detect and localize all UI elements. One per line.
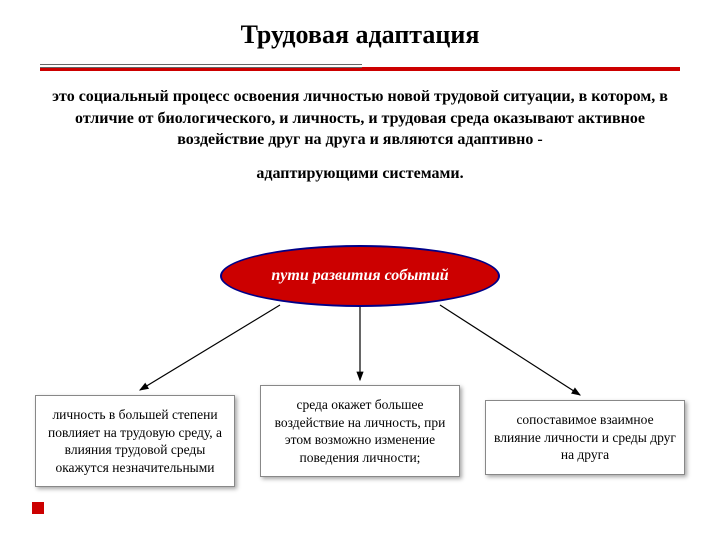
arrow-right xyxy=(440,305,580,395)
outcome-box-1: личность в большей степени повлияет на т… xyxy=(35,395,235,487)
ellipse-label: пути развития событий xyxy=(271,267,448,285)
arrow-left xyxy=(140,305,280,390)
page-title: Трудовая адаптация xyxy=(0,0,720,50)
description-text-2: адаптирующими системами. xyxy=(40,165,680,183)
underline-white-bar xyxy=(40,64,362,68)
outcome-box-3: сопоставимое взаимное влияние личности и… xyxy=(485,400,685,475)
outcome-box-2: среда окажет большее воздействие на личн… xyxy=(260,385,460,477)
center-ellipse: пути развития событий xyxy=(220,245,500,307)
title-underline xyxy=(0,64,720,74)
slide-bullet-icon xyxy=(32,502,44,514)
description-text: это социальный процесс освоения личность… xyxy=(40,86,680,151)
